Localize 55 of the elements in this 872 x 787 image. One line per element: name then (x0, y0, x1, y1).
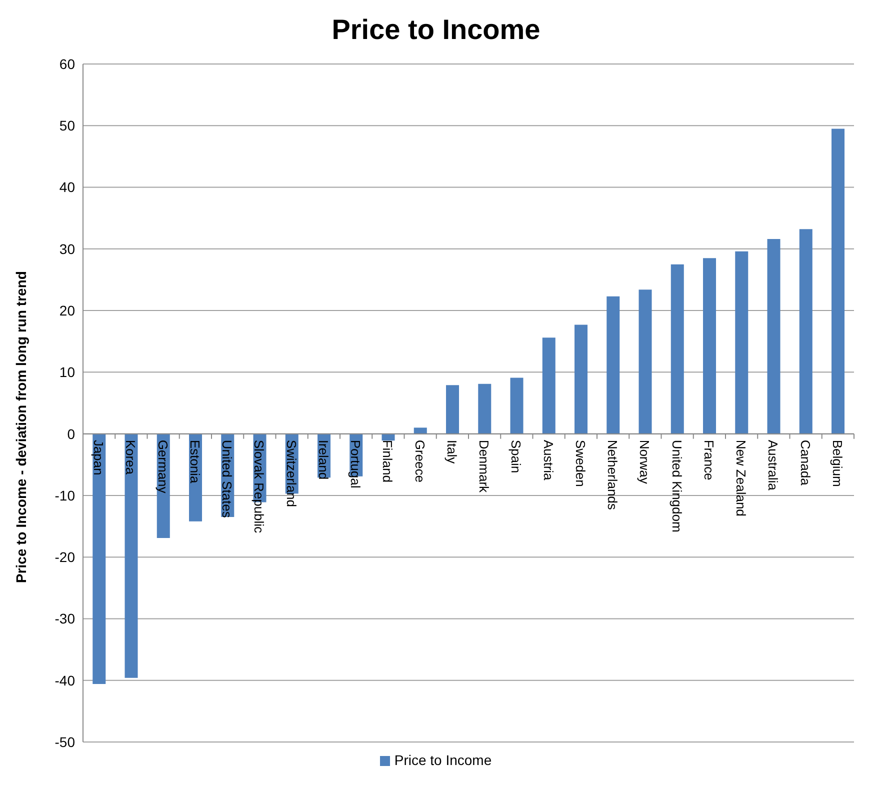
x-tick-label: Japan (91, 440, 106, 476)
x-tick-label: Ireland (316, 440, 331, 480)
y-tick-label: 40 (59, 179, 76, 196)
bar (606, 296, 620, 434)
x-tick-label: Estonia (187, 440, 202, 484)
bar (767, 239, 780, 434)
x-tick-label: Slovak Republic (252, 440, 267, 534)
x-tick-label: United States (220, 440, 235, 518)
x-tick-label: United Kingdom (669, 440, 684, 532)
legend-label: Price to Income (394, 752, 492, 768)
x-tick-label: Denmark (476, 440, 492, 494)
bar (510, 378, 524, 434)
y-tick-label: -50 (54, 734, 76, 750)
x-tick-label: Spain (508, 440, 524, 474)
y-tick-label: 30 (59, 240, 76, 257)
y-tick-label: 60 (59, 56, 76, 72)
x-tick-label: Italy (444, 440, 460, 464)
bar (124, 434, 138, 678)
x-tick-label: Korea (123, 440, 138, 476)
x-tick-label: Greece (412, 440, 428, 482)
bar (670, 264, 684, 434)
x-tick-label: Switzerland (284, 440, 299, 508)
x-tick-label: Canada (798, 440, 813, 486)
y-tick-label: -40 (54, 672, 76, 688)
chart-title: Price to Income (330, 13, 542, 47)
bar (638, 290, 652, 434)
y-tick-label: 50 (59, 118, 76, 134)
x-tick-label: Australia (766, 440, 781, 492)
y-tick-label: -30 (54, 610, 76, 627)
x-tick-label: Finland (380, 440, 396, 482)
y-tick-label: -20 (54, 549, 76, 566)
y-tick-label: 20 (59, 302, 76, 319)
bar (735, 251, 748, 434)
y-tick-label: -10 (54, 487, 76, 504)
bar (799, 229, 812, 434)
x-tick-label: New Zealand (734, 440, 749, 516)
bar (542, 338, 556, 434)
bar (478, 384, 492, 434)
bar (574, 324, 588, 434)
x-tick-label: France (701, 440, 716, 480)
x-tick-label: Portugal (348, 440, 364, 488)
y-axis-title: Price to Income - deviation from long run trend (12, 271, 29, 583)
bar (446, 385, 460, 434)
y-tick-label: 0 (67, 426, 76, 442)
bar (703, 258, 716, 434)
x-tick-label: Norway (637, 440, 652, 484)
bar (414, 428, 427, 434)
x-tick-label: Austria (540, 440, 556, 482)
y-tick-label: 10 (59, 364, 76, 380)
x-tick-label: Germany (155, 440, 170, 494)
x-tick-label: Netherlands (605, 440, 620, 510)
x-tick-label: Belgium (830, 440, 845, 487)
bar (92, 434, 106, 684)
bar (832, 128, 845, 434)
x-tick-label: Sweden (572, 440, 588, 487)
